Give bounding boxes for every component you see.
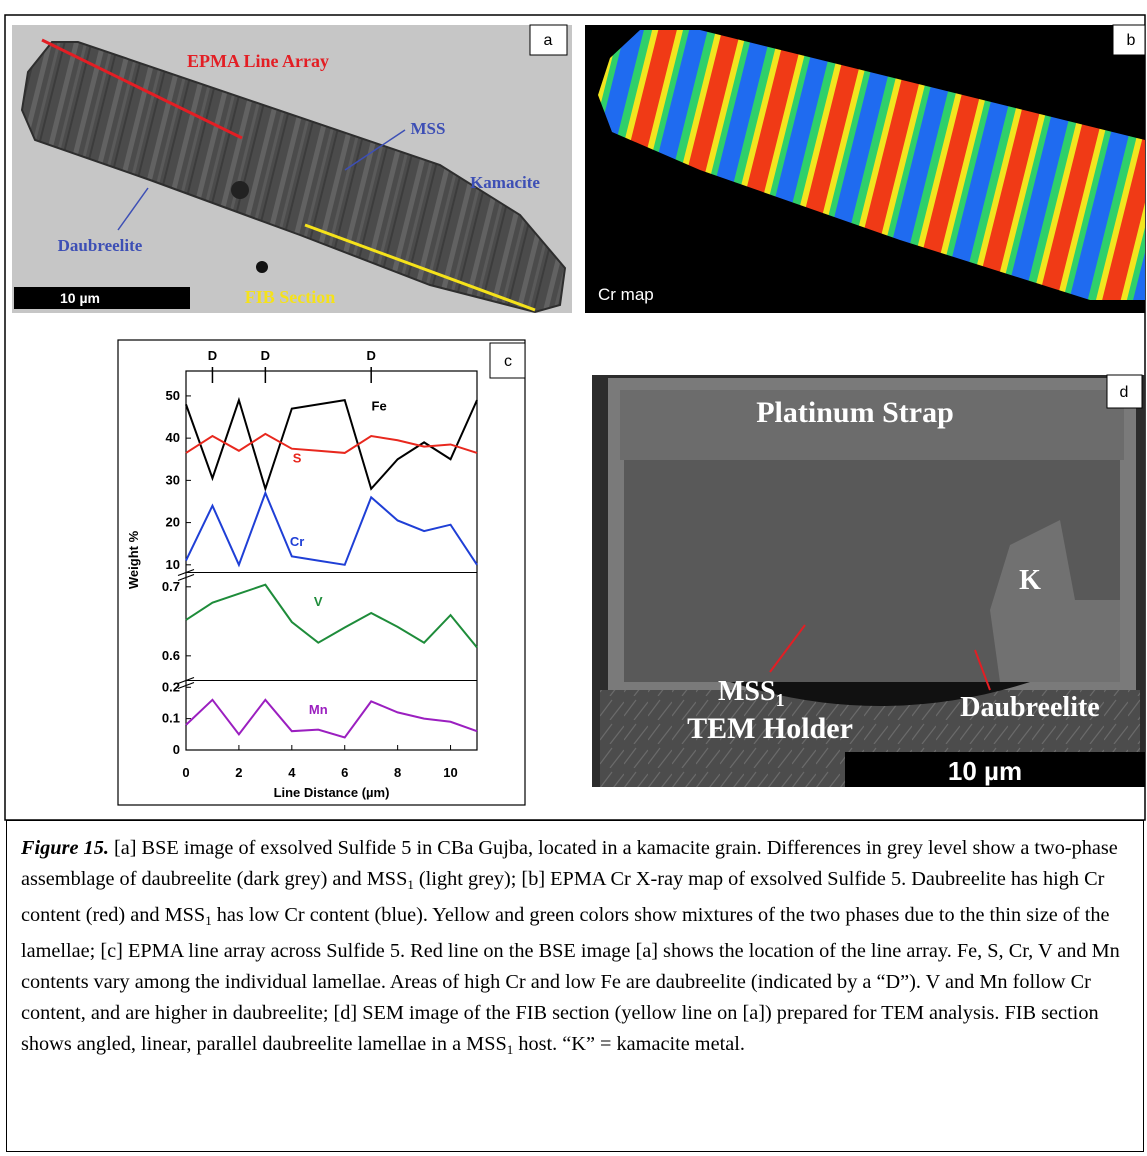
label: MSS <box>411 119 446 138</box>
map-label: Cr map <box>598 285 654 304</box>
panel-label: c <box>504 353 512 370</box>
label: Daubreelite <box>58 236 143 255</box>
y-tick-label: 20 <box>166 515 180 530</box>
label: EPMA Line Array <box>187 51 329 71</box>
x-tick-label: 4 <box>288 765 296 780</box>
scale-label: 10 µm <box>948 756 1022 786</box>
y-tick-label: 30 <box>166 472 180 487</box>
pit <box>231 181 249 199</box>
annotation: D <box>366 348 375 363</box>
y-tick-label: 50 <box>166 388 180 403</box>
caption-label: Figure 15. <box>21 837 109 859</box>
panel-d: Platinum Strap K MSS1 Daubreelite TEM Ho… <box>592 375 1145 787</box>
x-tick-label: 0 <box>182 765 189 780</box>
panel-b: Cr map b <box>585 25 1145 313</box>
y-tick-label: 0.1 <box>162 711 180 726</box>
series-label: Cr <box>290 534 304 549</box>
label: FIB Section <box>245 287 336 307</box>
y-tick-label: 0.2 <box>162 679 180 694</box>
y-axis-label: Weight % <box>126 530 141 589</box>
series-label: V <box>314 594 323 609</box>
caption-text: host. “K” = kamacite metal. <box>513 1033 745 1055</box>
y-tick-label: 0.6 <box>162 648 180 663</box>
series-label: Mn <box>309 702 328 717</box>
x-tick-label: 8 <box>394 765 401 780</box>
y-tick-label: 40 <box>166 430 180 445</box>
scale-label: 10 µm <box>60 290 100 306</box>
annotation: D <box>208 348 217 363</box>
caption: Figure 15. [a] BSE image of exsolved Sul… <box>6 820 1144 1152</box>
page: EPMA Line Array MSS Kamacite Daubreelite… <box>0 0 1147 1156</box>
panel-a: EPMA Line Array MSS Kamacite Daubreelite… <box>12 25 572 313</box>
series-label: S <box>293 451 302 466</box>
label: Platinum Strap <box>756 396 954 429</box>
annotation: D <box>261 348 270 363</box>
series-label: Fe <box>372 399 387 414</box>
label-subscript: 1 <box>776 690 785 710</box>
y-tick-label: 0.7 <box>162 579 180 594</box>
panel-label: b <box>1127 32 1136 49</box>
label-text: MSS <box>718 676 776 707</box>
x-tick-label: 6 <box>341 765 348 780</box>
label: K <box>1019 565 1041 596</box>
y-tick-label: 0 <box>173 742 180 757</box>
label: MSS1 <box>718 676 785 710</box>
x-tick-label: 10 <box>443 765 457 780</box>
panel-label: d <box>1120 384 1129 401</box>
figure: EPMA Line Array MSS Kamacite Daubreelite… <box>0 0 1147 821</box>
label: Kamacite <box>470 173 540 192</box>
y-tick-label: 10 <box>166 557 180 572</box>
x-tick-label: 2 <box>235 765 242 780</box>
x-axis-label: Line Distance (µm) <box>274 785 390 800</box>
pit <box>256 261 268 273</box>
label: Daubreelite <box>960 692 1099 723</box>
scale-bar <box>14 287 190 309</box>
panel-label: a <box>544 32 553 49</box>
label: TEM Holder <box>687 712 853 745</box>
